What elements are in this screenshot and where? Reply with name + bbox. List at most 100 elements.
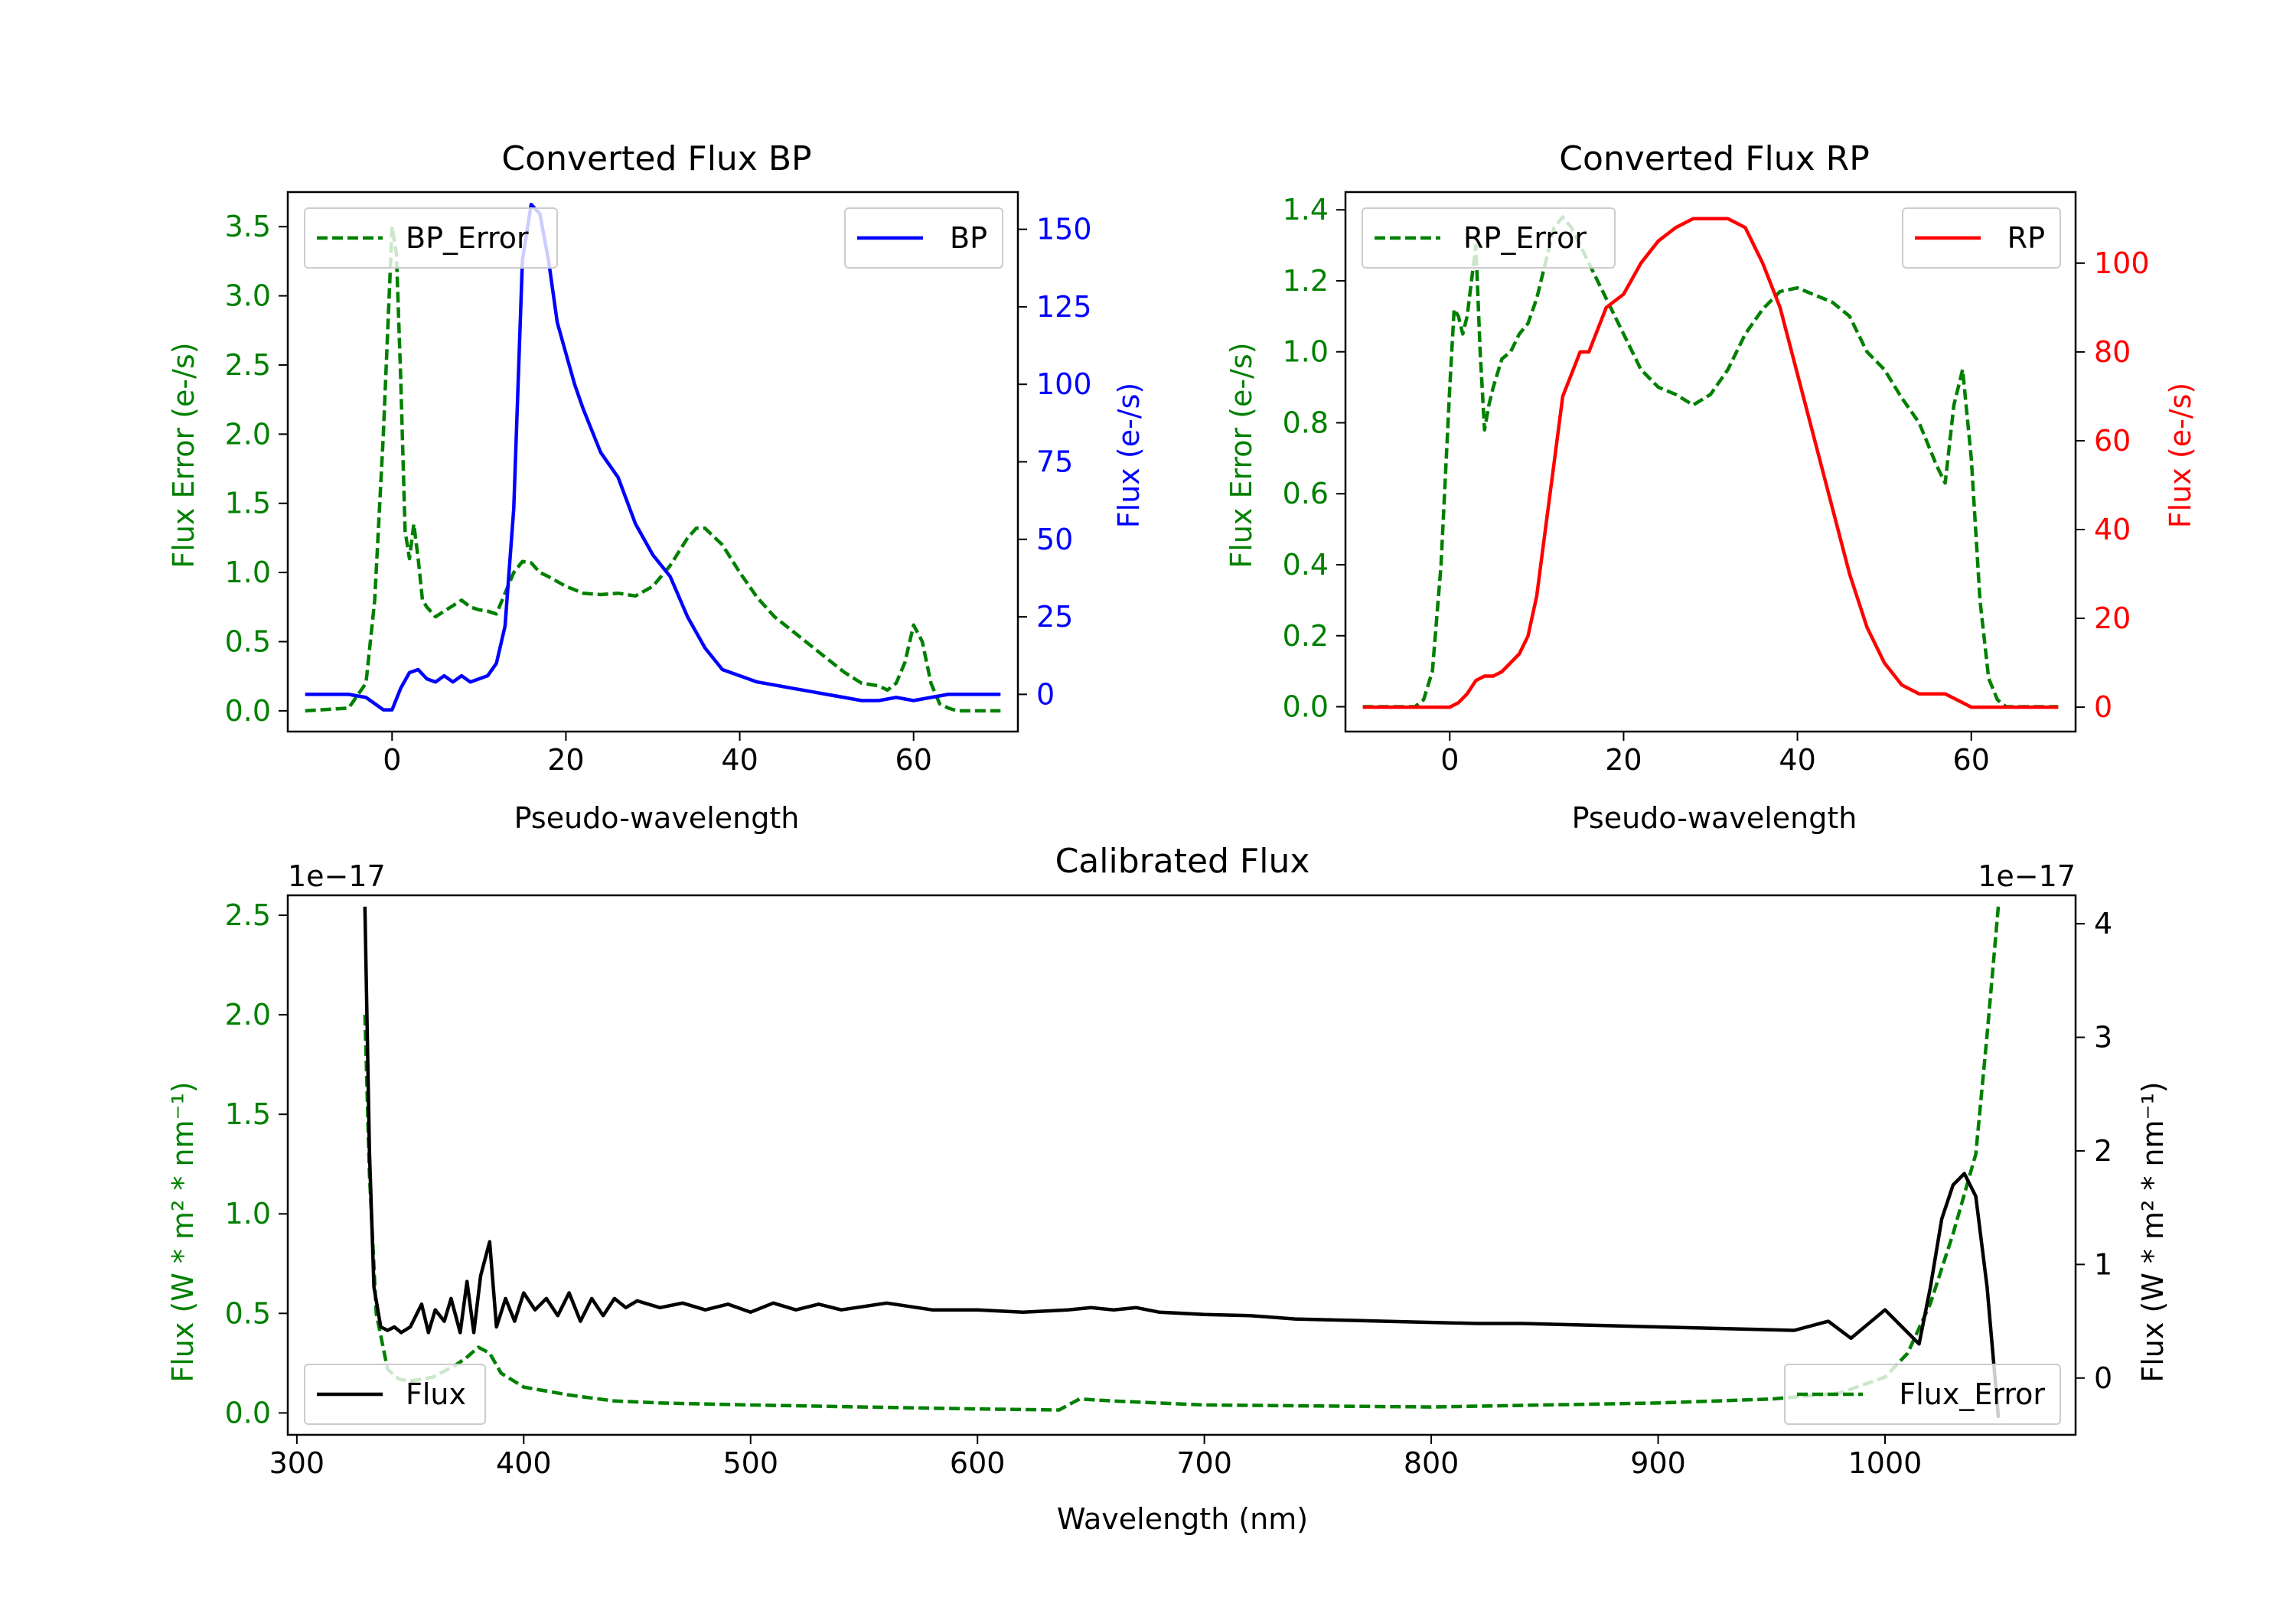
y-tick-label-left: 0.5 <box>225 625 271 659</box>
legend-frame <box>1902 207 2061 269</box>
y-tick-label-right: 20 <box>2094 601 2131 635</box>
y-tick-label-right: 0 <box>2094 690 2112 724</box>
y-tick-label-right: 2 <box>2094 1134 2112 1168</box>
y-tick-label-right: 80 <box>2094 335 2131 369</box>
chart-title: Converted Flux BP <box>501 139 811 178</box>
legend-frame <box>1362 207 1616 269</box>
chart-rp: Converted Flux RP Pseudo-wavelength Flux… <box>1225 139 2197 835</box>
chart-calibrated: Calibrated Flux Wavelength (nm) Flux (W … <box>166 842 2170 1536</box>
x-tick-label: 300 <box>269 1446 325 1480</box>
y-tick-label-left: 0.5 <box>225 1296 271 1330</box>
y-tick-label-left: 0.8 <box>1283 406 1329 439</box>
series-line-bp <box>305 202 1001 712</box>
plot-frame <box>1344 191 2077 733</box>
series-line-rp-error <box>1362 215 2059 709</box>
series-line-bp-error <box>305 224 1001 713</box>
y-axis-label-right: Flux (e-/s) <box>2164 383 2197 528</box>
y-tick-label-left: 0.0 <box>1283 690 1329 724</box>
legend-flux: Flux <box>304 1364 486 1425</box>
x-tick-label: 500 <box>722 1446 778 1480</box>
legend-label: RP_Error <box>1463 221 1587 255</box>
y-tick-label-right: 100 <box>2094 246 2150 280</box>
y-tick-label-right: 0 <box>2094 1361 2112 1395</box>
y-axis-label-right: Flux (e-/s) <box>1112 383 1146 528</box>
x-axis-label: Pseudo-wavelength <box>1572 801 1857 835</box>
x-tick-label: 20 <box>1605 743 1642 777</box>
y-tick-label-left: 1.0 <box>225 556 271 589</box>
y-tick-label-left: 2.0 <box>225 417 271 451</box>
legend-label: Flux_Error <box>1899 1377 2045 1411</box>
x-tick-label: 700 <box>1176 1446 1232 1480</box>
x-tick-label: 0 <box>1440 743 1459 777</box>
y-axis-label-left: Flux Error (e-/s) <box>1225 342 1258 568</box>
y-tick-label-right: 1 <box>2094 1247 2112 1281</box>
y-tick-label-left: 1.4 <box>1283 193 1329 227</box>
legend-label: Flux <box>406 1377 466 1411</box>
y-tick-label-left: 0.6 <box>1283 477 1329 510</box>
chart-bp: Converted Flux BP Pseudo-wavelength Flux… <box>167 139 1146 835</box>
x-axis-label: Pseudo-wavelength <box>514 801 800 835</box>
y-axis-label-right: Flux (W * m² * nm⁻¹) <box>2136 1081 2170 1382</box>
legend-frame <box>304 207 558 269</box>
y-tick-label-left: 3.5 <box>225 210 271 243</box>
y-tick-label-left: 1.5 <box>225 487 271 520</box>
legend-label: RP <box>2007 221 2045 255</box>
x-tick-label: 0 <box>383 743 401 777</box>
x-tick-label: 800 <box>1404 1446 1459 1480</box>
x-tick-label: 60 <box>895 743 932 777</box>
series-line-rp <box>1362 217 2059 709</box>
offset-label-right: 1e−17 <box>1978 859 2076 893</box>
y-tick-label-right: 100 <box>1036 367 1092 401</box>
chart-title: Converted Flux RP <box>1559 139 1870 178</box>
legend-bp: BP <box>844 207 1003 269</box>
y-tick-label-right: 50 <box>1036 523 1073 556</box>
series-line-flux <box>363 906 2001 1418</box>
x-tick-label: 40 <box>1779 743 1815 777</box>
y-axis-label-left: Flux (W * m² * nm⁻¹) <box>166 1081 200 1382</box>
legend-flux-error: Flux_Error <box>1784 1364 2061 1425</box>
plot-frame <box>286 894 2077 1436</box>
y-tick-label-right: 75 <box>1036 445 1073 479</box>
y-tick-label-left: 2.5 <box>225 898 271 932</box>
legend-rp-error: RP_Error <box>1362 207 1616 269</box>
legend-label: BP_Error <box>406 221 529 255</box>
y-tick-label-right: 0 <box>1036 677 1055 711</box>
y-tick-label-right: 3 <box>2094 1021 2112 1054</box>
y-tick-label-left: 2.0 <box>225 998 271 1032</box>
legend-frame <box>1784 1364 2061 1425</box>
y-tick-label-right: 40 <box>2094 513 2131 546</box>
x-tick-label: 20 <box>547 743 584 777</box>
y-tick-label-left: 0.0 <box>225 694 271 728</box>
offset-label-left: 1e−17 <box>288 859 386 893</box>
y-tick-label-left: 0.0 <box>225 1396 271 1429</box>
x-tick-label: 60 <box>1953 743 1990 777</box>
x-tick-label: 900 <box>1630 1446 1686 1480</box>
legend-frame <box>844 207 1003 269</box>
legend-frame <box>304 1364 486 1425</box>
x-tick-label: 1000 <box>1848 1446 1923 1480</box>
y-tick-label-right: 25 <box>1036 600 1073 634</box>
y-tick-label-right: 60 <box>2094 424 2131 458</box>
y-tick-label-right: 125 <box>1036 290 1092 324</box>
y-tick-label-left: 1.0 <box>225 1197 271 1231</box>
y-tick-label-left: 2.5 <box>225 348 271 382</box>
plot-frame <box>286 191 1019 733</box>
x-tick-label: 400 <box>496 1446 552 1480</box>
y-axis-label-left: Flux Error (e-/s) <box>167 342 201 568</box>
y-tick-label-left: 0.2 <box>1283 619 1329 653</box>
y-tick-label-right: 150 <box>1036 213 1092 246</box>
y-tick-label-left: 1.5 <box>225 1097 271 1131</box>
x-tick-label: 600 <box>950 1446 1006 1480</box>
y-tick-label-left: 0.4 <box>1283 548 1329 582</box>
chart-title: Calibrated Flux <box>1055 842 1310 881</box>
legend-rp: RP <box>1902 207 2061 269</box>
legend-label: BP <box>950 221 987 255</box>
y-tick-label-left: 3.0 <box>225 279 271 313</box>
legend-bp-error: BP_Error <box>304 207 558 269</box>
y-tick-label-left: 1.2 <box>1283 264 1329 298</box>
x-axis-label: Wavelength (nm) <box>1057 1502 1308 1536</box>
x-tick-label: 40 <box>721 743 758 777</box>
y-tick-label-right: 4 <box>2094 907 2112 940</box>
y-tick-label-left: 1.0 <box>1283 335 1329 369</box>
